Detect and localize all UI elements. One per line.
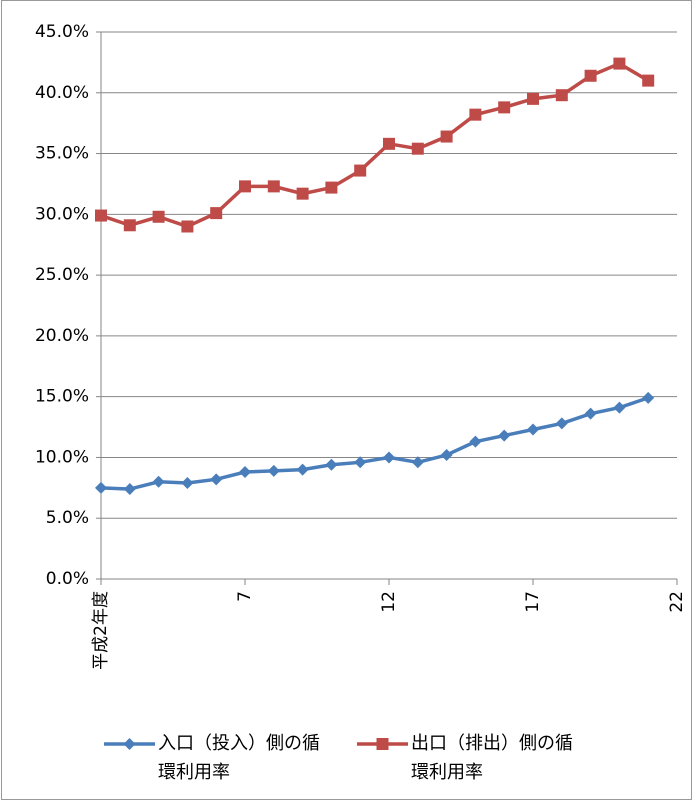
y-tick-label: 30.0% <box>35 204 89 224</box>
marker <box>584 407 597 420</box>
marker <box>95 481 107 494</box>
marker <box>267 180 280 193</box>
marker <box>584 69 597 82</box>
y-tick-label: 20.0% <box>35 326 89 346</box>
x-tick-label: 平成2年度 <box>91 591 111 670</box>
marker <box>469 435 482 448</box>
y-tick-label: 45.0% <box>35 22 89 42</box>
marker <box>239 466 251 479</box>
y-tick-label: 10.0% <box>35 447 89 467</box>
marker <box>267 464 280 477</box>
marker <box>210 473 223 486</box>
marker <box>181 220 194 233</box>
marker <box>354 164 367 177</box>
x-tick-label: 12 <box>379 591 399 613</box>
y-tick-label: 25.0% <box>35 265 89 285</box>
y-tick-label: 5.0% <box>46 508 89 528</box>
marker <box>411 142 424 155</box>
marker <box>325 181 338 194</box>
marker <box>440 130 453 143</box>
marker <box>642 74 655 87</box>
marker <box>325 458 338 471</box>
marker <box>527 423 539 436</box>
marker <box>181 476 194 489</box>
marker <box>95 209 107 222</box>
legend-label: 入口（投入）側の循環利用率 <box>158 733 320 783</box>
marker <box>613 57 626 70</box>
legend-marker <box>123 738 136 750</box>
marker <box>498 429 511 442</box>
marker <box>152 475 165 488</box>
marker <box>296 187 309 200</box>
marker <box>296 463 309 476</box>
marker <box>555 417 568 430</box>
marker <box>411 456 424 469</box>
marker <box>642 391 655 404</box>
marker <box>527 92 539 105</box>
legend-label: 出口（排出）側の循環利用率 <box>411 733 573 783</box>
marker <box>440 449 453 462</box>
x-tick-label: 17 <box>523 591 543 613</box>
marker <box>152 210 165 223</box>
marker <box>383 137 395 150</box>
y-tick-label: 40.0% <box>35 83 89 103</box>
marker <box>239 180 251 193</box>
marker <box>354 456 367 469</box>
y-tick-label: 15.0% <box>35 387 89 407</box>
marker <box>383 451 395 464</box>
marker <box>555 89 568 102</box>
x-tick-label: 22 <box>667 591 687 613</box>
marker <box>210 207 223 220</box>
marker <box>469 108 482 121</box>
marker <box>123 219 136 232</box>
y-tick-label: 0.0% <box>46 569 89 589</box>
marker <box>123 483 136 496</box>
marker <box>498 101 511 114</box>
legend-marker <box>376 738 389 750</box>
x-tick-label: 7 <box>235 591 255 602</box>
y-tick-label: 35.0% <box>35 144 89 164</box>
marker <box>613 401 626 414</box>
